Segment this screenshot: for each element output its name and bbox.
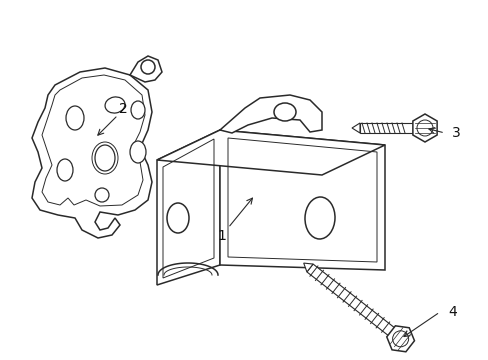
Ellipse shape: [95, 188, 109, 202]
Ellipse shape: [105, 97, 125, 113]
Ellipse shape: [95, 145, 115, 171]
Polygon shape: [386, 326, 414, 352]
Polygon shape: [306, 264, 399, 340]
Polygon shape: [130, 56, 162, 82]
Text: 4: 4: [447, 305, 456, 319]
Polygon shape: [412, 114, 436, 142]
Polygon shape: [157, 130, 384, 175]
Ellipse shape: [416, 120, 432, 136]
Ellipse shape: [130, 141, 146, 163]
Polygon shape: [220, 95, 321, 133]
Text: 2: 2: [119, 102, 127, 116]
Ellipse shape: [305, 197, 334, 239]
Polygon shape: [157, 130, 220, 285]
Ellipse shape: [141, 60, 155, 74]
Polygon shape: [303, 263, 312, 272]
Text: 3: 3: [451, 126, 460, 140]
Ellipse shape: [392, 331, 408, 347]
Text: 1: 1: [217, 229, 226, 243]
Polygon shape: [351, 123, 359, 133]
Polygon shape: [220, 130, 384, 270]
Polygon shape: [32, 68, 152, 238]
Ellipse shape: [131, 101, 145, 119]
Ellipse shape: [66, 106, 84, 130]
Ellipse shape: [57, 159, 73, 181]
Polygon shape: [359, 123, 412, 133]
Ellipse shape: [273, 103, 295, 121]
Ellipse shape: [167, 203, 189, 233]
